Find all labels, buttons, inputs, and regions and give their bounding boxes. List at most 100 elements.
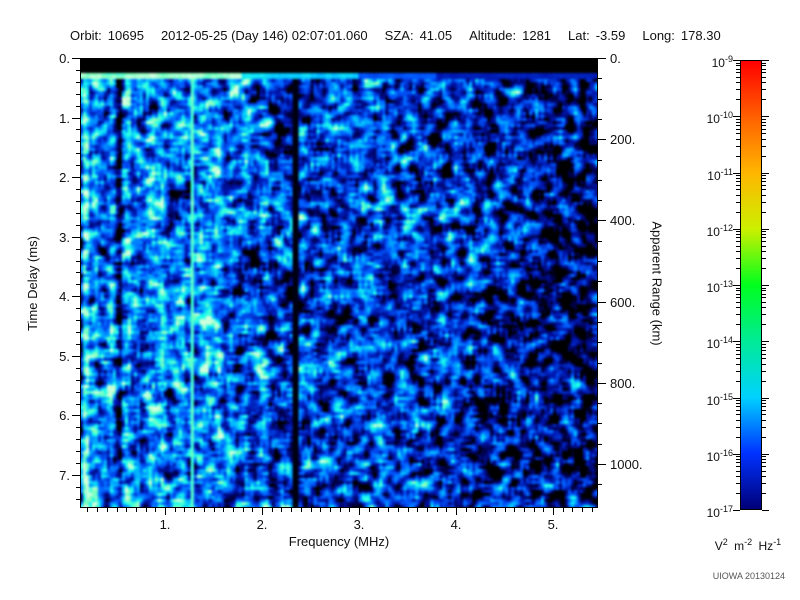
colorbar-minor-tick xyxy=(736,470,740,472)
x-axis-minor-tick xyxy=(145,508,147,512)
colorbar-minor-tick xyxy=(736,118,740,120)
x-axis-minor-tick xyxy=(184,508,186,512)
y-axis-minor-tick xyxy=(76,93,80,95)
colorbar-minor-tick xyxy=(762,89,766,91)
colorbar-minor-tick xyxy=(762,231,766,233)
x-axis-title: Frequency (MHz) xyxy=(288,534,390,549)
colorbar-major-tick xyxy=(762,341,769,343)
x-axis-minor-tick xyxy=(281,508,283,512)
colorbar-major-tick xyxy=(762,228,769,230)
y-axis-tick-label: 6. xyxy=(59,408,70,424)
x-axis-minor-tick xyxy=(494,508,496,512)
y-axis-minor-tick xyxy=(76,439,80,441)
x-axis-major-tick xyxy=(165,508,166,515)
x-axis-minor-tick xyxy=(223,508,225,512)
y-axis-minor-tick xyxy=(76,212,80,214)
colorbar-minor-tick xyxy=(762,293,766,295)
colorbar-minor-tick xyxy=(762,409,766,411)
y-axis-minor-tick xyxy=(76,367,80,369)
colorbar-minor-tick xyxy=(762,459,766,461)
y-axis-major-tick xyxy=(72,58,80,59)
y-axis-tick-label: 2. xyxy=(59,170,70,186)
colorbar-minor-tick xyxy=(736,436,740,438)
x-axis-minor-tick xyxy=(329,508,331,512)
colorbar-minor-tick xyxy=(762,370,766,372)
colorbar-minor-tick xyxy=(762,346,766,348)
range-axis-minor-tick xyxy=(598,179,602,181)
colorbar-minor-tick xyxy=(736,234,740,236)
colorbar-tick-label: 10-17 xyxy=(706,504,733,520)
y-axis-major-tick xyxy=(72,355,80,357)
colorbar-minor-tick xyxy=(736,82,740,84)
colorbar-minor-tick xyxy=(762,343,766,345)
y-axis-minor-tick xyxy=(76,427,80,429)
colorbar-minor-tick xyxy=(736,194,740,196)
colorbar-minor-tick xyxy=(736,245,740,247)
y-axis-major-tick xyxy=(72,296,80,298)
y-axis-minor-tick xyxy=(76,105,80,107)
colorbar-minor-tick xyxy=(762,466,766,468)
colorbar-minor-tick xyxy=(762,62,766,64)
y-axis-minor-tick xyxy=(76,260,80,262)
y-axis-minor-tick xyxy=(76,308,80,310)
y-axis-minor-tick xyxy=(76,343,80,345)
colorbar-major-tick xyxy=(733,60,740,61)
range-axis-minor-tick xyxy=(598,240,602,242)
colorbar-minor-tick xyxy=(736,62,740,64)
range-axis-major-tick xyxy=(598,58,606,59)
colorbar-major-tick xyxy=(762,510,769,511)
colorbar-major-tick xyxy=(733,116,740,118)
altitude-label: Altitude: xyxy=(469,28,517,43)
colorbar-tick-label: 10-10 xyxy=(706,110,733,127)
y-axis-minor-tick xyxy=(76,224,80,226)
x-axis-minor-tick xyxy=(485,508,487,512)
right-axis-title: Apparent Range (km) xyxy=(649,220,665,346)
range-axis-tick-label: 200. xyxy=(610,132,636,148)
x-axis-minor-tick xyxy=(213,508,215,512)
colorbar-minor-tick xyxy=(762,307,766,309)
colorbar-minor-tick xyxy=(762,99,766,101)
range-axis-minor-tick xyxy=(598,261,602,262)
colorbar-minor-tick xyxy=(762,145,766,147)
orbit-value: 10695 xyxy=(107,28,144,43)
x-axis-major-tick xyxy=(262,508,263,515)
colorbar-minor-tick xyxy=(762,258,766,260)
colorbar-minor-tick xyxy=(736,426,740,428)
range-axis-minor-tick xyxy=(598,78,602,80)
left-axis-title: Time Delay (ms) xyxy=(24,235,40,331)
range-axis-minor-tick xyxy=(598,118,602,120)
x-axis-minor-tick xyxy=(465,508,467,512)
x-axis-minor-tick xyxy=(417,508,419,512)
colorbar-tick-label: 10-16 xyxy=(706,447,733,464)
colorbar-minor-tick xyxy=(736,184,740,186)
colorbar-minor-tick xyxy=(736,89,740,91)
colorbar-minor-tick xyxy=(736,290,740,292)
y-axis-minor-tick xyxy=(76,129,80,131)
colorbar-minor-tick xyxy=(736,380,740,382)
x-axis-minor-tick xyxy=(194,508,196,512)
colorbar-minor-tick xyxy=(736,476,740,478)
unit-m-exp: -2 xyxy=(744,537,753,547)
colorbar-minor-tick xyxy=(736,414,740,416)
x-axis-minor-tick xyxy=(232,508,234,512)
x-axis-minor-tick xyxy=(320,508,322,512)
colorbar-minor-tick xyxy=(762,297,766,299)
colorbar-minor-tick xyxy=(762,237,766,239)
colorbar-major-tick xyxy=(733,397,740,399)
colorbar-minor-tick xyxy=(762,155,766,157)
colorbar xyxy=(740,60,762,510)
orbit-label: Orbit: xyxy=(70,28,102,43)
colorbar-minor-tick xyxy=(762,363,766,365)
y-axis-tick-label: 4. xyxy=(59,289,70,305)
colorbar-tick-label: 10-12 xyxy=(706,222,733,239)
x-axis-minor-tick xyxy=(271,508,273,512)
range-axis-minor-tick xyxy=(598,200,602,202)
colorbar-minor-tick xyxy=(736,268,740,270)
colorbar-minor-tick xyxy=(762,456,766,458)
x-axis-minor-tick xyxy=(436,508,438,512)
y-axis-minor-tick xyxy=(76,332,80,334)
colorbar-minor-tick xyxy=(736,456,740,458)
x-axis-minor-tick xyxy=(349,508,351,512)
colorbar-major-tick xyxy=(733,341,740,343)
colorbar-major-tick xyxy=(762,453,769,455)
